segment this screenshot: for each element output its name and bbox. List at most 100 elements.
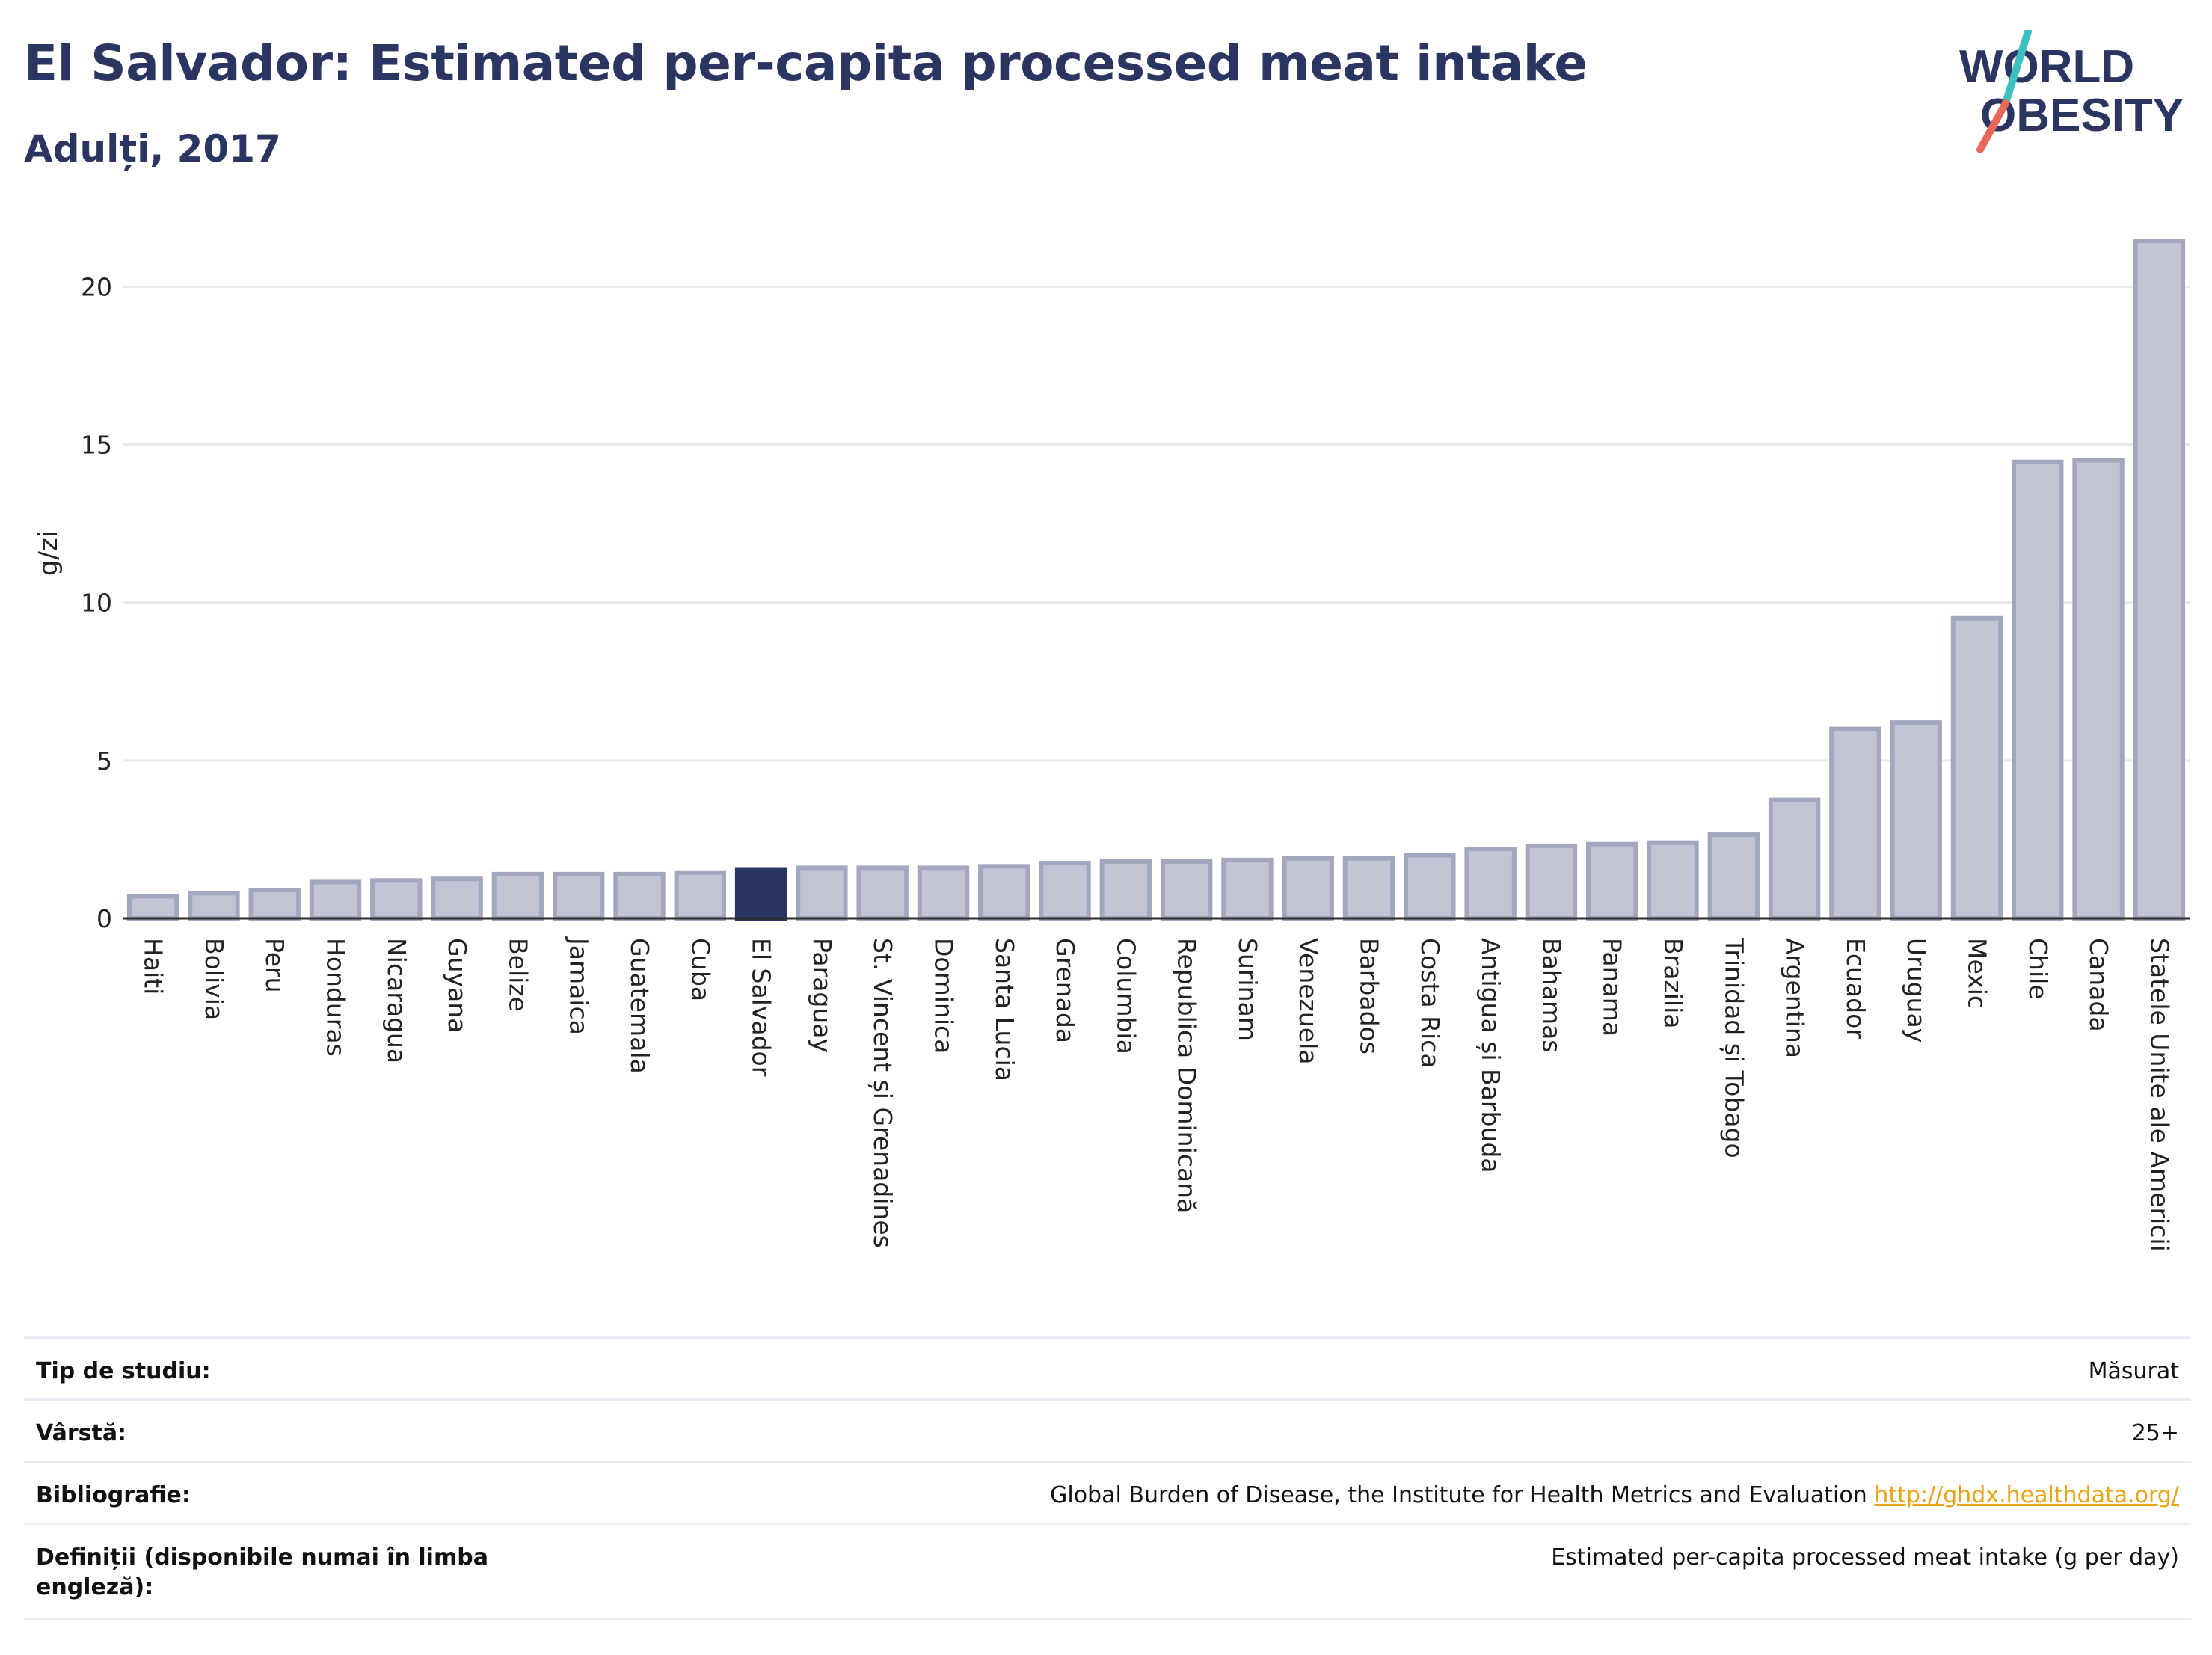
x-tick-label: Grenada [1051, 938, 1080, 1043]
x-tick-label: Nicaragua [382, 938, 411, 1063]
bar-uruguay[interactable] [1890, 720, 1942, 921]
bar-trinidad-și-tobago[interactable] [1707, 832, 1760, 921]
x-tick-label: Statele Unite ale Americii [2145, 938, 2174, 1252]
bar-barbados[interactable] [1342, 856, 1395, 921]
x-tick-label: Argentina [1781, 938, 1810, 1058]
meta-value: Estimated per-capita processed meat inta… [1551, 1544, 2179, 1570]
meta-row-definitions: Definiții (disponibile numai în limba en… [24, 1523, 2191, 1620]
bar-paraguay[interactable] [796, 865, 848, 921]
y-axis-ticks: 0 5 10 15 20 [81, 272, 112, 933]
world-obesity-logo: WORLD OBESITY [1959, 30, 2184, 153]
x-tick-label: Trinidad și Tobago [1719, 937, 1748, 1158]
meta-label: Definiții (disponibile numai în limba en… [36, 1544, 488, 1600]
bar-columbia[interactable] [1099, 859, 1152, 921]
bar-costa-rica[interactable] [1404, 853, 1456, 921]
x-tick-label: Panama [1598, 938, 1627, 1037]
bar-grenada[interactable] [1039, 861, 1091, 921]
x-tick-label: Mexic [1962, 938, 1991, 1009]
x-tick-label: Republica Dominicană [1173, 938, 1202, 1213]
bar-brazilia[interactable] [1647, 840, 1699, 921]
bar-peru[interactable] [248, 887, 301, 921]
bars [126, 239, 2186, 921]
x-tick-label: Guatemala [625, 938, 654, 1074]
meta-label: Bibliografie: [36, 1482, 191, 1508]
meta-row-study-type: Tip de studiu: Măsurat [24, 1336, 2191, 1398]
bar-dominica[interactable] [917, 865, 970, 921]
bar-argentina[interactable] [1768, 797, 1821, 921]
x-tick-label: Cuba [686, 938, 715, 1001]
x-axis-labels: Haiti Bolivia Peru Honduras Nicaragua Guyana B… [139, 936, 2175, 1252]
x-tick-label: Chile [2024, 938, 2053, 1000]
meta-label: Tip de studiu: [36, 1358, 211, 1384]
y-tick-label: 5 [96, 746, 112, 776]
bibliography-text: Global Burden of Disease, the Institute … [1050, 1482, 1867, 1508]
bar-surinam[interactable] [1221, 857, 1274, 921]
meta-row-age: Vârstă: 25+ [24, 1398, 2191, 1461]
bar-guyana[interactable] [431, 876, 483, 921]
bar-canada[interactable] [2072, 458, 2125, 921]
x-tick-label: Costa Rica [1416, 938, 1445, 1069]
x-tick-label: Paraguay [808, 938, 837, 1053]
bar-republica-dominicană[interactable] [1160, 859, 1213, 921]
bar-panama[interactable] [1586, 841, 1638, 921]
x-tick-label: Bahamas [1537, 938, 1566, 1053]
logo-slash-teal [2002, 30, 2032, 107]
bar-haiti[interactable] [126, 894, 179, 921]
x-tick-label: Ecuador [1841, 938, 1870, 1039]
x-tick-label: Columbia [1111, 938, 1140, 1054]
bar-bolivia[interactable] [188, 891, 240, 921]
bar-santa-lucia[interactable] [978, 864, 1030, 921]
meta-value: Măsurat [2088, 1358, 2179, 1384]
x-tick-label: Jamaica [565, 936, 594, 1035]
y-tick-label: 15 [81, 431, 112, 460]
x-tick-label: Uruguay [1902, 938, 1931, 1043]
meta-value: 25+ [2131, 1420, 2179, 1446]
logo-line2: OBESITY [1980, 90, 2184, 141]
bar-cuba[interactable] [674, 870, 726, 921]
x-tick-label: Honduras [322, 938, 351, 1057]
bar-antigua-și-barbuda[interactable] [1464, 847, 1517, 921]
bar-venezuela[interactable] [1282, 856, 1334, 921]
y-tick-label: 20 [81, 272, 112, 301]
meta-label: Vârstă: [36, 1420, 127, 1446]
bar-belize[interactable] [491, 871, 544, 921]
logo-line1: WORLD [1959, 41, 2134, 93]
meta-row-bibliography: Bibliografie: Global Burden of Disease, … [24, 1461, 2191, 1523]
bar-ecuador[interactable] [1829, 726, 1881, 921]
x-tick-label: Belize [503, 938, 532, 1012]
bar-jamaica[interactable] [553, 871, 605, 921]
y-tick-label: 0 [96, 904, 112, 933]
bar-bahamas[interactable] [1525, 843, 1578, 921]
x-tick-label: Canada [2084, 938, 2113, 1032]
bar-statele-unite-ale-americii[interactable] [2133, 239, 2186, 921]
bar-el-salvador[interactable] [734, 867, 787, 921]
bar-honduras[interactable] [309, 879, 362, 921]
x-tick-label: Peru [260, 938, 289, 993]
gridlines [123, 285, 2190, 762]
chart-title: El Salvador: Estimated per-capita proces… [24, 34, 1588, 92]
y-tick-label: 10 [81, 589, 112, 618]
bibliography-link[interactable]: http://ghdx.healthdata.org/ [1874, 1482, 2179, 1508]
x-tick-label: Venezuela [1294, 938, 1323, 1064]
x-tick-label: Brazilia [1659, 938, 1688, 1028]
metadata-table: Tip de studiu: Măsurat Vârstă: 25+ Bibli… [24, 1336, 2191, 1620]
meta-value: Global Burden of Disease, the Institute … [1050, 1481, 2179, 1511]
logo-slash-coral [1976, 99, 2009, 153]
bar-st-vincent-și-grenadines[interactable] [856, 865, 909, 921]
x-tick-label: Bolivia [200, 938, 229, 1020]
bar-chile[interactable] [2012, 459, 2064, 921]
bar-nicaragua[interactable] [370, 878, 423, 921]
x-tick-label: St. Vincent și Grenadines [868, 938, 897, 1248]
y-axis-label: g/zi [34, 531, 64, 576]
x-tick-label: El Salvador [747, 938, 776, 1077]
x-tick-label: Haiti [139, 938, 168, 995]
x-tick-label: Dominica [929, 938, 958, 1054]
x-tick-label: Barbados [1355, 938, 1384, 1054]
bar-guatemala[interactable] [613, 871, 666, 921]
bar-chart: 0 5 10 15 20 Haiti Bolivia Peru Honduras Nicarag… [34, 239, 2190, 1252]
x-tick-label: Santa Lucia [990, 938, 1019, 1081]
chart-subtitle: Adulți, 2017 [24, 127, 281, 171]
x-tick-label: Guyana [443, 938, 472, 1033]
x-tick-label: Surinam [1233, 938, 1262, 1041]
bar-mexic[interactable] [1950, 615, 2003, 921]
